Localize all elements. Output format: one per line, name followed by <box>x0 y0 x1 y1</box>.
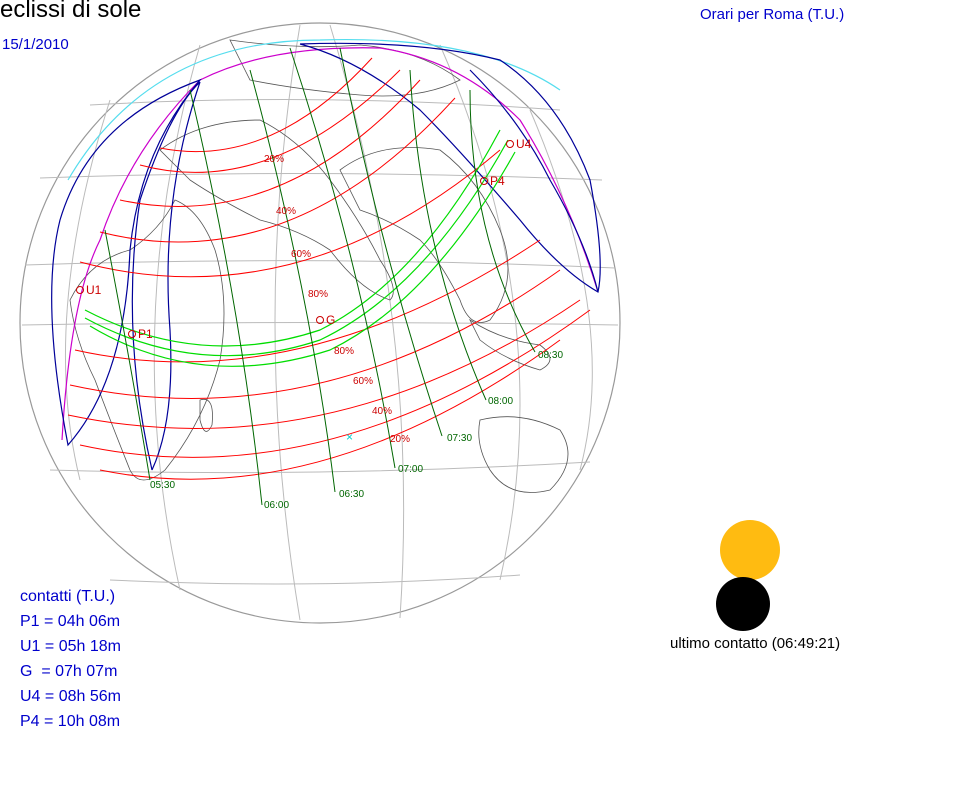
horizon-limb <box>67 39 561 181</box>
magnitude-line <box>119 79 421 207</box>
magnitude-line <box>99 339 561 480</box>
time-label: 08:30 <box>538 350 563 361</box>
mag-label: 20% <box>264 154 284 165</box>
point-u4-label: U4 <box>516 137 532 151</box>
time-lines <box>104 47 536 506</box>
point-u1-label: U1 <box>86 283 102 297</box>
mag-label: 60% <box>353 376 373 387</box>
contact-item: U1 = 05h 18m <box>20 638 121 655</box>
contact-item: P4 = 10h 08m <box>20 713 121 730</box>
mag-label: 60% <box>291 249 311 260</box>
magnitude-line <box>69 269 561 399</box>
rise-set-curves <box>51 42 601 471</box>
time-label: 08:00 <box>488 396 513 407</box>
last-contact-label: ultimo contatto (06:49:21) <box>670 635 841 652</box>
time-label: 07:30 <box>447 433 472 444</box>
point-p1-marker <box>128 330 136 338</box>
contacts-header: contatti (T.U.) <box>20 588 116 605</box>
mag-label: 80% <box>334 346 354 357</box>
point-p4-marker <box>480 177 488 185</box>
mag-label: 80% <box>308 289 328 300</box>
time-line <box>189 89 263 506</box>
contact-item: U4 = 08h 56m <box>20 688 121 705</box>
time-label: 06:00 <box>264 500 289 511</box>
magnitude-labels: 20% 40% 60% 80% 80% 60% 40% 20% <box>264 154 410 445</box>
penumbra-limit <box>61 47 599 441</box>
time-line <box>339 47 443 437</box>
time-label: 05:30 <box>150 480 175 491</box>
page-title: eclissi di sole <box>0 0 142 23</box>
contact-item: G = 07h 07m <box>20 663 118 680</box>
magnitude-line <box>99 97 456 243</box>
mag-label: 40% <box>372 406 392 417</box>
point-u1-marker <box>76 286 84 294</box>
time-line <box>289 47 396 469</box>
mag-label: 40% <box>276 206 296 217</box>
sun-disk <box>720 520 780 580</box>
time-label: 07:00 <box>398 464 423 475</box>
point-p4-label: P4 <box>490 174 505 188</box>
time-line <box>469 89 536 353</box>
point-g-marker <box>316 316 324 324</box>
timezone-note: Orari per Roma (T.U.) <box>700 6 845 23</box>
contact-item: P1 = 04h 06m <box>20 613 121 630</box>
contact-points: U1 P1 G P4 U4 <box>76 137 532 341</box>
time-label: 06:30 <box>339 489 364 500</box>
magnitude-line <box>159 57 373 153</box>
max-point-mark: × <box>346 430 353 444</box>
point-p1-label: P1 <box>138 327 153 341</box>
magnitude-line <box>79 149 501 278</box>
point-u4-marker <box>506 140 514 148</box>
time-line <box>104 229 151 481</box>
magnitude-line <box>74 239 541 363</box>
time-line <box>409 69 487 401</box>
time-line <box>249 69 336 493</box>
mag-label: 20% <box>390 434 410 445</box>
magnitude-line <box>139 69 401 173</box>
time-labels: 05:30 06:00 06:30 07:00 07:30 08:00 08:3… <box>150 350 563 511</box>
eclipse-date: 15/1/2010 <box>2 36 69 53</box>
moon-disk <box>716 577 770 631</box>
contacts-panel: contatti (T.U.) P1 = 04h 06m U1 = 05h 18… <box>20 584 121 734</box>
central-path <box>84 129 516 367</box>
magnitude-line <box>79 309 591 458</box>
point-g-label: G <box>326 313 335 327</box>
